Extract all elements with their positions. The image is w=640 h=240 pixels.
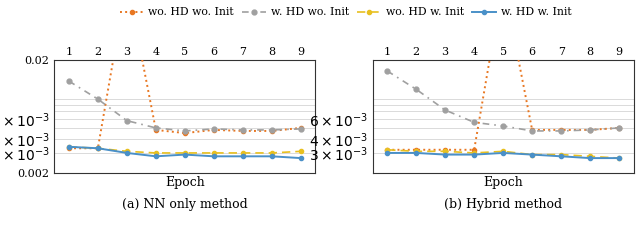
Legend: wo. HD wo. Init, w. HD wo. Init, wo. HD w. Init, w. HD w. Init: wo. HD wo. Init, w. HD wo. Init, wo. HD … bbox=[116, 3, 575, 22]
X-axis label: Epoch: Epoch bbox=[165, 176, 205, 189]
X-axis label: Epoch: Epoch bbox=[483, 176, 523, 189]
Text: (a) NN only method: (a) NN only method bbox=[122, 198, 248, 211]
Text: (b) Hybrid method: (b) Hybrid method bbox=[444, 198, 562, 211]
